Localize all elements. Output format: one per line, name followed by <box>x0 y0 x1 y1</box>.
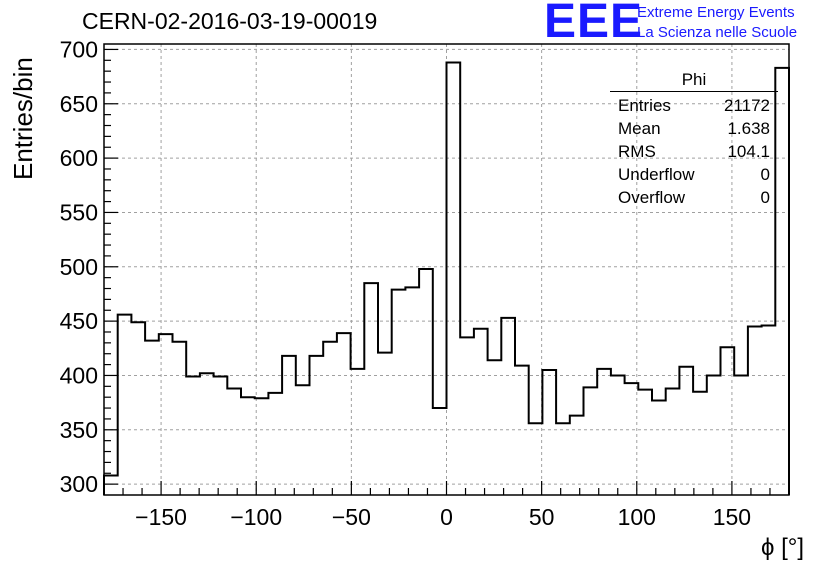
stats-label: RMS <box>618 142 656 161</box>
stats-box-title: Phi <box>610 70 778 92</box>
stats-row-mean: Mean 1.638 <box>610 117 778 140</box>
histogram-bin <box>159 334 173 495</box>
histogram-bin <box>679 367 693 495</box>
stats-row-entries: Entries 21172 <box>610 94 778 117</box>
histogram-bin <box>323 342 337 495</box>
histogram-bin <box>255 398 269 495</box>
histogram-bin <box>748 327 762 495</box>
x-axis-label: ϕ [°] <box>760 534 804 561</box>
histogram-bin <box>296 385 310 495</box>
stats-label: Entries <box>618 96 671 115</box>
histogram-bin <box>611 375 625 495</box>
x-tick-label: 50 <box>529 504 555 530</box>
histogram-bin <box>364 283 378 495</box>
histogram-bin <box>529 423 543 495</box>
y-tick-label: 400 <box>60 362 98 388</box>
y-axis-label: Entries/bin <box>8 57 38 180</box>
histogram-bin <box>392 290 406 495</box>
stats-value: 0 <box>760 188 770 207</box>
histogram-bin <box>762 325 776 495</box>
axis-tick-labels: −150 −100 −50 0 50 100 150 300 350 400 450 500 550 60… <box>60 36 751 530</box>
stats-value: 1.638 <box>727 119 770 138</box>
histogram-bin <box>638 390 652 495</box>
x-tick-label: 0 <box>440 504 453 530</box>
histogram-bin <box>310 356 324 495</box>
stats-value: 21172 <box>723 96 770 115</box>
histogram-bin <box>268 393 282 495</box>
stats-box: Phi Entries 21172 Mean 1.638 RMS 104.1 U… <box>610 70 778 209</box>
histogram-bin <box>597 369 611 495</box>
y-tick-label: 700 <box>60 36 98 62</box>
histogram-bin <box>721 347 735 495</box>
histogram-bins <box>103 61 790 495</box>
histogram-bin <box>378 353 392 495</box>
histogram-bin <box>241 397 255 495</box>
y-tick-label: 450 <box>60 308 98 334</box>
histogram-bin <box>131 322 145 495</box>
histogram-bin <box>652 400 666 495</box>
x-tick-label: −150 <box>135 504 187 530</box>
histogram-bin <box>460 337 474 495</box>
y-tick-label: 600 <box>60 145 98 171</box>
histogram-bin <box>474 329 488 495</box>
histogram-bin <box>570 416 584 495</box>
eee-logo-mark: EEE <box>544 0 644 48</box>
axis-ticks <box>103 48 790 495</box>
histogram-bin <box>173 342 187 495</box>
histogram-bin <box>707 375 721 495</box>
histogram-bin <box>584 387 598 495</box>
histogram-bin <box>104 475 118 495</box>
histogram-bin <box>542 370 556 495</box>
histogram-bin <box>419 269 433 495</box>
x-tick-label: −100 <box>230 504 282 530</box>
stats-value: 0 <box>760 165 770 184</box>
y-tick-label: 300 <box>60 471 98 497</box>
stats-row-overflow: Overflow 0 <box>610 186 778 209</box>
x-tick-label: −50 <box>332 504 371 530</box>
chart-title: CERN-02-2016-03-19-00019 <box>82 8 378 34</box>
y-tick-label: 350 <box>60 417 98 443</box>
x-tick-label: 150 <box>713 504 751 530</box>
eee-logo-text-line1: Extreme Energy Events <box>637 4 795 21</box>
eee-logo-text-line2: La Scienza nelle Scuole <box>637 24 798 41</box>
stats-row-underflow: Underflow 0 <box>610 163 778 186</box>
histogram-bin <box>488 360 502 495</box>
stats-row-rms: RMS 104.1 <box>610 140 778 163</box>
histogram-bin <box>433 408 447 495</box>
histogram-bin <box>145 341 159 495</box>
histogram-bin <box>200 373 214 495</box>
y-tick-label: 650 <box>60 91 98 117</box>
histogram-bin <box>214 377 228 495</box>
histogram-bin <box>666 388 680 495</box>
histogram-bin <box>186 377 200 495</box>
stats-value: 104.1 <box>727 142 770 161</box>
stats-label: Overflow <box>618 188 686 207</box>
histogram-bin <box>556 423 570 495</box>
histogram-bin <box>734 375 748 495</box>
y-tick-label: 500 <box>60 254 98 280</box>
histogram-bin <box>282 356 296 495</box>
histogram-bin <box>693 392 707 495</box>
histogram-bin <box>625 383 639 495</box>
histogram-bin <box>405 287 419 495</box>
x-tick-label: 100 <box>618 504 656 530</box>
stats-label: Mean <box>618 119 661 138</box>
histogram-bin <box>351 369 365 495</box>
histogram-bin <box>337 333 351 495</box>
stats-label: Underflow <box>618 165 695 184</box>
y-tick-label: 550 <box>60 199 98 225</box>
histogram-bin <box>515 366 529 495</box>
histogram-outline <box>103 61 790 495</box>
histogram-bin <box>227 388 241 495</box>
histogram-bin <box>447 62 461 495</box>
histogram-bin <box>118 315 132 495</box>
histogram-bin <box>501 318 515 495</box>
